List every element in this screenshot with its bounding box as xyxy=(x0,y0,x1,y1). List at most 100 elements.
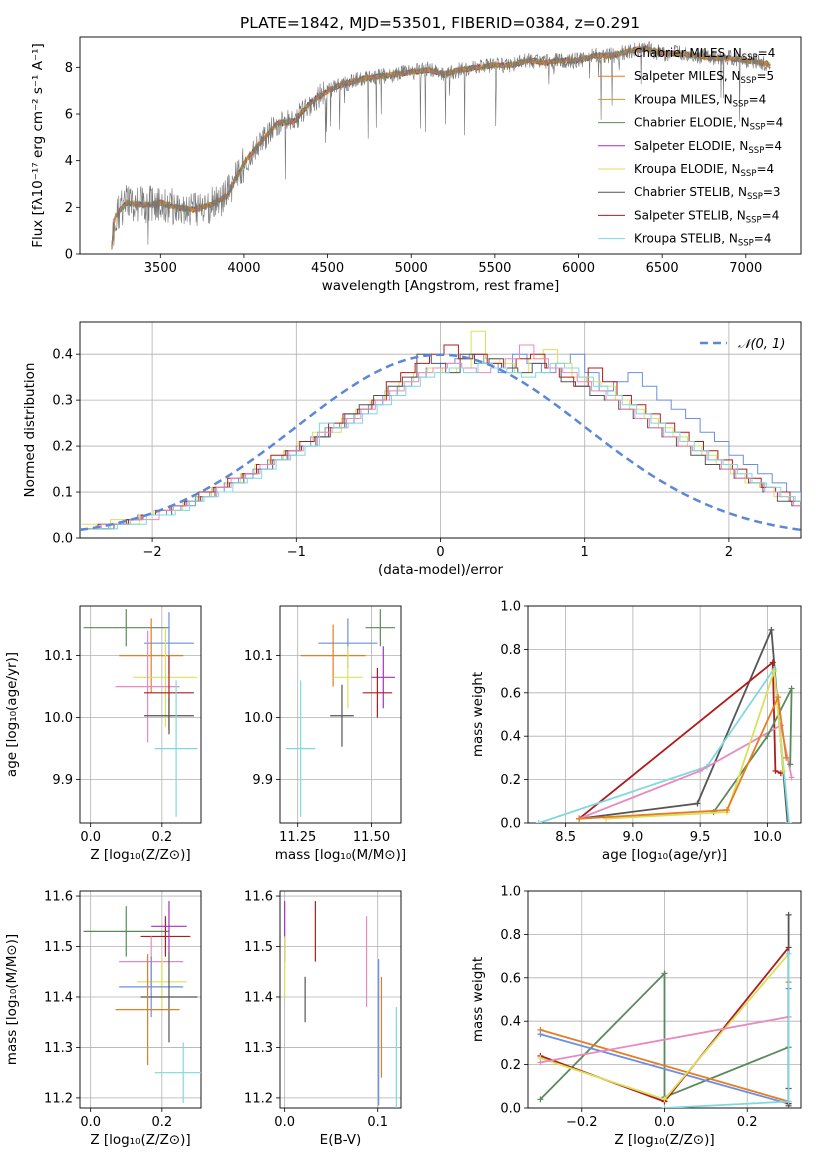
y-tick-label: 0.2 xyxy=(500,773,521,788)
error-bars xyxy=(284,901,397,1108)
y-tick-label: 8 xyxy=(65,61,73,76)
x-axis-label: mass [log₁₀(M/M⊙)] xyxy=(275,847,406,863)
x-tick-label: 0 xyxy=(436,545,444,560)
y-tick-label: 10.0 xyxy=(244,711,273,726)
y-tick-label: 11.6 xyxy=(244,890,273,905)
weight-line xyxy=(538,666,790,823)
y-tick-label: 10.1 xyxy=(44,649,73,664)
x-tick-label: 6500 xyxy=(646,261,679,276)
y-tick-label: 0.0 xyxy=(52,532,73,547)
x-axis-label: Z [log₁₀(Z/Z⊙)] xyxy=(90,1132,190,1148)
weight-line xyxy=(579,693,788,820)
observed-spectrum-line xyxy=(111,40,771,250)
legend-entry: Chabrier ELODIE, NSSP=4 xyxy=(634,116,783,133)
weight-marker xyxy=(537,1059,544,1066)
legend-entry: Salpeter ELODIE, NSSP=4 xyxy=(634,139,782,156)
x-tick-label: 0.0 xyxy=(654,1115,675,1130)
weight-line xyxy=(539,971,789,1100)
y-tick-label: 0.0 xyxy=(500,1102,521,1117)
x-tick-label: 7000 xyxy=(729,261,762,276)
weight-lines xyxy=(537,911,792,1108)
weight-marker xyxy=(535,820,542,823)
legend-entry: Chabrier MILES, NSSP=4 xyxy=(634,46,775,63)
weight-marker xyxy=(661,970,668,977)
weight-marker xyxy=(661,1105,668,1108)
y-axis-label: mass weight xyxy=(470,957,486,1042)
x-axis-label: Z [log₁₀(Z/Z⊙)] xyxy=(614,1132,714,1148)
histogram-step-line xyxy=(88,362,801,530)
x-tick-label: 4000 xyxy=(227,261,260,276)
y-tick-label: 0.2 xyxy=(52,440,73,455)
error-bars xyxy=(285,609,396,817)
legend-entry: Kroupa ELODIE, NSSP=4 xyxy=(634,162,774,179)
y-tick-label: 0.3 xyxy=(52,394,73,409)
axes-frame xyxy=(279,890,402,1109)
weight-marker xyxy=(772,767,779,774)
weight-marker xyxy=(788,774,795,781)
x-axis-label: wavelength [Angstrom, rest frame] xyxy=(322,278,560,294)
weight-marker xyxy=(537,1096,544,1103)
weight-marker xyxy=(785,911,792,918)
weight-marker xyxy=(724,806,731,813)
histogram-step-line xyxy=(80,353,801,530)
y-tick-label: 6 xyxy=(65,108,73,123)
weight-marker xyxy=(785,820,792,823)
axes-frame xyxy=(79,321,802,539)
x-axis-label: (data-model)/error xyxy=(378,562,504,578)
mass-vs-EBV-panel: 0.0 0.1 11.2 11.3 11.4 11.5 11.6 E(B-V) xyxy=(244,890,402,1148)
legend-entry: Salpeter STELIB, NSSP=4 xyxy=(634,208,779,225)
y-tick-label: 0.2 xyxy=(500,1058,521,1073)
x-tick-label: 6000 xyxy=(562,261,595,276)
weight-marker xyxy=(780,767,787,774)
weight-marker xyxy=(576,815,583,822)
y-axis-label: Normed distribution xyxy=(22,363,38,498)
weight-marker xyxy=(775,694,782,701)
y-tick-label: 0.6 xyxy=(500,971,521,986)
legend-entry: Kroupa STELIB, NSSP=4 xyxy=(634,232,772,249)
y-tick-label: 0.0 xyxy=(500,817,521,832)
y-tick-label: 0.8 xyxy=(500,643,521,658)
y-tick-label: 9.9 xyxy=(252,773,273,788)
histogram-step-line xyxy=(81,330,801,530)
legend-entry: Salpeter MILES, NSSP=5 xyxy=(634,69,774,86)
x-tick-label: 5000 xyxy=(395,261,428,276)
age-vs-mass-panel: 11.25 11.50 9.9 10.0 10.1 mass [log₁₀(M/M⊙)] xyxy=(244,605,406,863)
x-tick-label: 0.0 xyxy=(80,1115,101,1130)
error-bars xyxy=(83,901,201,1103)
x-tick-label: 9.5 xyxy=(690,830,711,845)
weight-marker xyxy=(787,761,794,768)
y-tick-label: 11.6 xyxy=(44,890,73,905)
y-tick-label: 9.9 xyxy=(52,773,73,788)
weight-marker xyxy=(769,659,776,666)
y-tick-label: 1.0 xyxy=(500,600,521,615)
y-tick-label: 0.8 xyxy=(500,928,521,943)
weight-line xyxy=(578,660,782,820)
x-tick-label: −0.2 xyxy=(566,1115,598,1130)
y-tick-label: 0.4 xyxy=(500,730,521,745)
x-tick-label: 9.0 xyxy=(623,830,644,845)
weight-marker xyxy=(537,1031,544,1038)
x-tick-label: 0.0 xyxy=(80,830,101,845)
weight-marker xyxy=(784,820,791,823)
x-tick-label: 4500 xyxy=(311,261,344,276)
y-axis-label: Flux [fλ10⁻¹⁷ erg cm⁻² s⁻¹ A⁻¹] xyxy=(30,43,46,248)
y-tick-label: 1.0 xyxy=(500,885,521,900)
axes-frame xyxy=(527,605,802,824)
spectrum-legend: Chabrier MILES, NSSP=4 Salpeter MILES, NS… xyxy=(598,46,783,249)
weight-marker xyxy=(768,626,775,633)
spectrum-panel: 3500 4000 4500 5000 5500 6000 6500 7000 0 2 4 6 8 wav… xyxy=(30,36,802,294)
y-tick-label: 11.4 xyxy=(44,990,73,1005)
legend-entry: Chabrier STELIB, NSSP=3 xyxy=(634,185,781,202)
weight-marker xyxy=(785,1098,792,1105)
weight-line xyxy=(540,1016,789,1064)
x-axis-label: E(B-V) xyxy=(320,1132,362,1148)
mass-vs-Z-panel: 0.0 0.2 11.2 11.3 11.4 11.5 11.6 Z [log₁₀(Z/Z⊙)… xyxy=(4,890,202,1148)
error-bars xyxy=(83,609,198,817)
x-tick-label: 2 xyxy=(725,545,733,560)
y-tick-label: 10.1 xyxy=(244,649,273,664)
y-tick-label: 11.3 xyxy=(244,1041,273,1056)
y-tick-label: 0.4 xyxy=(500,1015,521,1030)
x-tick-label: −2 xyxy=(143,545,162,560)
weight-lines xyxy=(535,626,795,823)
x-axis-label: age [log₁₀(age/yr)] xyxy=(602,847,727,863)
